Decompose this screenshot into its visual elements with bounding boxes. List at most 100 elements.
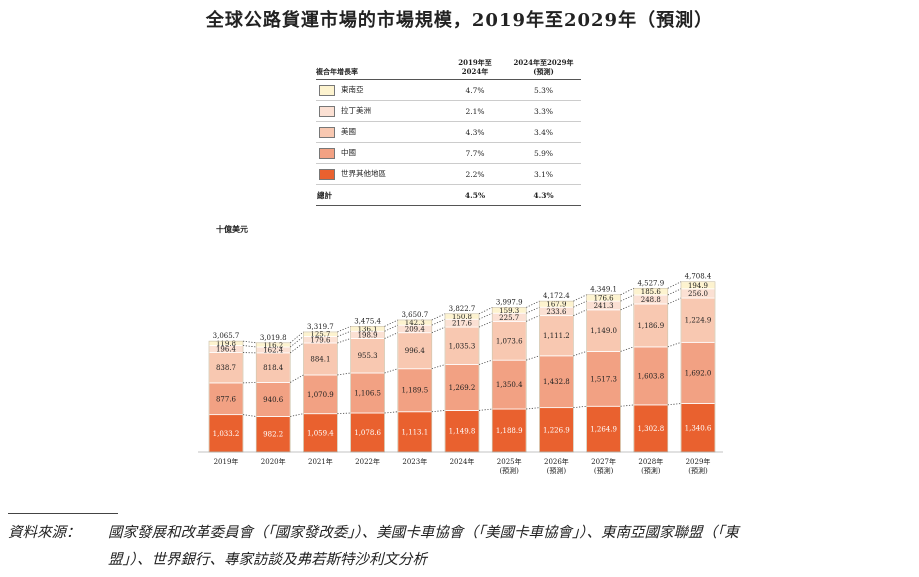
bar-value-label: 179.6 bbox=[310, 336, 331, 344]
bar-value-label: 1,269.2 bbox=[449, 384, 476, 392]
bar-value-label: 1,302.8 bbox=[637, 425, 664, 433]
x-tick-label: 2026年 bbox=[544, 457, 569, 466]
bar-value-label: 1,149.8 bbox=[449, 428, 476, 436]
bar-value-label: 196.4 bbox=[216, 346, 237, 354]
bar-value-label: 996.4 bbox=[405, 347, 426, 355]
bar-total-label: 4,708.4 bbox=[685, 273, 712, 281]
bar-total-label: 4,527.9 bbox=[637, 279, 664, 287]
connector-line bbox=[526, 355, 540, 361]
bar-value-label: 248.8 bbox=[641, 296, 661, 304]
connector-line bbox=[289, 331, 304, 344]
bar-value-label: 256.0 bbox=[688, 290, 708, 298]
x-tick-sublabel: (預測) bbox=[594, 466, 614, 475]
bar-value-label: 1,189.5 bbox=[401, 387, 428, 395]
connector-line bbox=[526, 306, 540, 314]
bar-value-label: 125.7 bbox=[310, 331, 330, 339]
cagr-row-us: 美國 4.3% 3.4% bbox=[316, 121, 581, 143]
bar-value-label: 1,111.2 bbox=[543, 332, 570, 340]
bar-segment bbox=[350, 338, 386, 374]
connector-line bbox=[478, 312, 493, 320]
chart-title: 全球公路貨運市場的市場規模，2019年至2029年（預測） bbox=[205, 10, 714, 31]
bar-total-label: 3,019.8 bbox=[260, 334, 287, 342]
bar-value-label: 1,033.2 bbox=[213, 430, 240, 438]
x-tick-label: 2021年 bbox=[308, 457, 333, 466]
bar-segment bbox=[633, 404, 669, 453]
bar-total-label: 3,822.7 bbox=[449, 305, 476, 313]
connector-line bbox=[573, 300, 587, 308]
bar-value-label: 1,078.6 bbox=[354, 429, 381, 437]
bar-value-label: 233.6 bbox=[546, 308, 567, 316]
connector-line bbox=[667, 281, 682, 289]
x-tick-label: 2024年 bbox=[450, 457, 475, 466]
bar-value-label: 1,113.1 bbox=[401, 428, 428, 436]
x-tick-sublabel: (預測) bbox=[547, 466, 567, 475]
legend-swatch bbox=[319, 147, 335, 159]
connector-line bbox=[290, 413, 304, 417]
bar-value-label: 1,188.9 bbox=[496, 427, 523, 435]
bar-segment bbox=[538, 315, 574, 357]
bar-value-label: 1,264.9 bbox=[590, 426, 617, 434]
bar-value-label: 1,035.3 bbox=[449, 342, 476, 350]
connector-line bbox=[573, 309, 587, 317]
connector-line bbox=[431, 313, 446, 321]
connector-line bbox=[290, 374, 304, 383]
source-line-2: 盟」）、世界銀行、專家訪談及弗若斯特沙利文分析 bbox=[108, 552, 427, 568]
bar-value-label: 185.6 bbox=[641, 288, 662, 296]
bar-value-label: 159.3 bbox=[499, 307, 519, 315]
connector-line bbox=[478, 307, 493, 315]
bar-value-label: 1,073.6 bbox=[496, 337, 523, 345]
connector-line bbox=[478, 359, 493, 365]
connector-line bbox=[620, 287, 634, 296]
cagr-row-latam: 拉丁美洲 2.1% 3.3% bbox=[316, 100, 581, 122]
connector-line bbox=[526, 315, 540, 322]
bar-total-label: 3,319.7 bbox=[307, 323, 334, 331]
bar-value-label: 150.8 bbox=[452, 313, 472, 321]
bar-value-label: 1,106.5 bbox=[354, 389, 381, 397]
connector-line bbox=[478, 408, 493, 411]
connector-line bbox=[431, 364, 446, 370]
cagr-row-rest-of-world: 世界其他地區 2.2% 3.1% bbox=[316, 163, 581, 185]
bar-value-label: 217.6 bbox=[452, 320, 473, 328]
bar-value-label: 198.9 bbox=[358, 331, 378, 339]
x-tick-label: 2027年 bbox=[591, 457, 616, 466]
connector-line bbox=[431, 326, 446, 334]
bar-total-label: 3,475.4 bbox=[354, 317, 381, 325]
bar-value-label: 162.4 bbox=[263, 346, 284, 354]
bar-value-label: 1,350.4 bbox=[496, 381, 523, 389]
connector-line bbox=[620, 404, 634, 407]
cagr-header-period1: 2019年至 2024年 bbox=[444, 58, 506, 80]
bar-value-label: 176.6 bbox=[594, 294, 615, 302]
bar-total-label: 3,997.9 bbox=[496, 298, 523, 306]
bar-value-label: 142.3 bbox=[405, 319, 425, 327]
bar-segment bbox=[397, 368, 433, 413]
bar-value-label: 1,186.9 bbox=[637, 322, 664, 330]
connector-line bbox=[337, 325, 351, 333]
bar-segment bbox=[444, 364, 480, 411]
connector-line bbox=[289, 342, 304, 354]
bar-segment bbox=[680, 341, 716, 404]
connector-line bbox=[431, 318, 446, 326]
bar-value-label: 119.8 bbox=[216, 340, 236, 348]
connector-line bbox=[242, 340, 257, 344]
bar-value-label: 241.3 bbox=[594, 302, 614, 310]
connector-line bbox=[431, 410, 446, 413]
bar-value-label: 225.7 bbox=[499, 314, 519, 322]
connector-line bbox=[573, 351, 587, 357]
bar-value-label: 1,059.4 bbox=[307, 429, 334, 437]
cagr-row-china: 中國 7.7% 5.9% bbox=[316, 142, 581, 164]
connector-line bbox=[667, 403, 682, 406]
connector-line bbox=[337, 330, 351, 337]
legend-swatch bbox=[319, 168, 335, 180]
bar-value-label: 884.1 bbox=[310, 355, 330, 363]
connector-line bbox=[384, 332, 398, 339]
x-tick-label: 2020年 bbox=[261, 457, 286, 466]
bar-value-label: 167.9 bbox=[546, 301, 566, 309]
bar-value-label: 1,149.0 bbox=[590, 327, 617, 335]
bar-value-label: 818.4 bbox=[263, 364, 284, 372]
connector-line bbox=[667, 288, 682, 296]
x-tick-label: 2019年 bbox=[214, 457, 239, 466]
connector-line bbox=[478, 320, 493, 328]
connector-line bbox=[573, 294, 587, 302]
connector-line bbox=[620, 294, 634, 302]
source-line-1: 國家發展和改革委員會（「國家發改委」）、美國卡車協會（「美國卡車協會」）、東南亞… bbox=[108, 525, 739, 541]
